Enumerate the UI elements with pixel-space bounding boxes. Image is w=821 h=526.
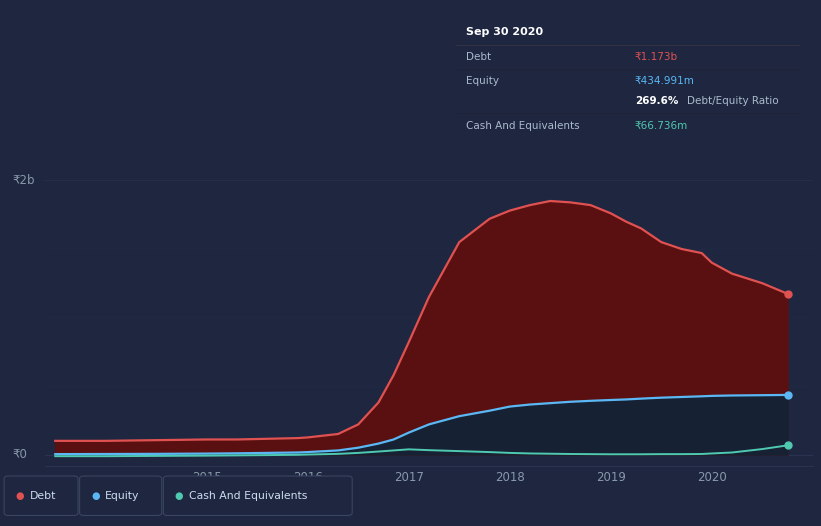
Text: Sep 30 2020: Sep 30 2020 (466, 27, 544, 37)
Text: ₹434.991m: ₹434.991m (635, 76, 695, 86)
Text: ₹66.736m: ₹66.736m (635, 122, 688, 132)
Text: ●: ● (91, 491, 99, 501)
Text: Debt/Equity Ratio: Debt/Equity Ratio (686, 96, 778, 106)
Text: ₹2b: ₹2b (12, 174, 34, 187)
Text: ●: ● (175, 491, 183, 501)
Text: Debt: Debt (30, 491, 56, 501)
Text: Cash And Equivalents: Cash And Equivalents (466, 122, 580, 132)
Text: ₹0: ₹0 (12, 448, 27, 461)
Text: Cash And Equivalents: Cash And Equivalents (189, 491, 307, 501)
Text: 269.6%: 269.6% (635, 96, 678, 106)
Text: ●: ● (16, 491, 24, 501)
Text: Equity: Equity (105, 491, 140, 501)
Text: Debt: Debt (466, 52, 491, 62)
Text: ₹1.173b: ₹1.173b (635, 52, 678, 62)
Text: Equity: Equity (466, 76, 499, 86)
